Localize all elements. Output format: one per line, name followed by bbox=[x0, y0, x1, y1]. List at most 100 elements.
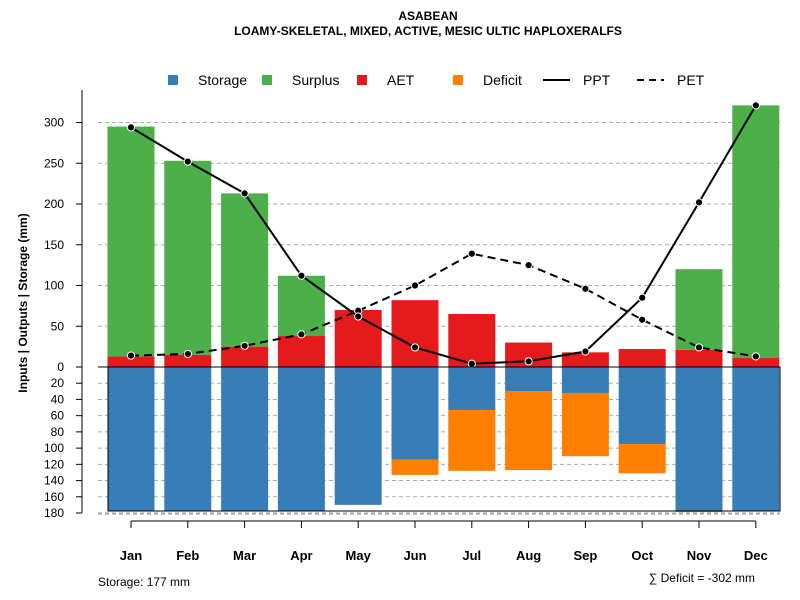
surplus-bar bbox=[164, 160, 212, 355]
x-tick-label: Feb bbox=[176, 548, 199, 563]
bars bbox=[107, 105, 780, 513]
ppt-point bbox=[410, 343, 420, 352]
surplus-bar bbox=[221, 193, 269, 347]
axes: 0 50 100 150 200 250 300 20 40 60 80 100 120 140 160 18… bbox=[44, 90, 781, 563]
y-tick-label: 150 bbox=[44, 238, 64, 252]
y-tick-label: 160 bbox=[44, 490, 64, 504]
legend-label: Storage bbox=[198, 72, 247, 88]
aet-bar bbox=[618, 349, 666, 367]
pet-point bbox=[467, 249, 476, 258]
x-tick-label: Jan bbox=[120, 548, 142, 563]
aet-bar bbox=[561, 352, 609, 367]
aet-bar bbox=[107, 356, 155, 367]
x-tick-label: Jul bbox=[462, 548, 481, 563]
storage-bar bbox=[277, 367, 325, 511]
legend-label: AET bbox=[387, 72, 415, 88]
gridlines bbox=[98, 122, 780, 514]
x-tick-label: May bbox=[346, 548, 372, 563]
legend-swatch bbox=[453, 75, 463, 85]
chart-subtitle: LOAMY-SKELETAL, MIXED, ACTIVE, MESIC ULT… bbox=[234, 24, 622, 38]
aet-bar bbox=[277, 336, 325, 367]
y-axis-label: Inputs | Outputs | Storage (mm) bbox=[16, 213, 30, 392]
surplus-bar bbox=[107, 126, 155, 357]
aet-bar bbox=[448, 314, 496, 367]
pet-point bbox=[183, 349, 192, 359]
ppt-line bbox=[130, 104, 757, 365]
pet-point bbox=[524, 261, 533, 270]
ppt-point bbox=[524, 357, 533, 366]
deficit-bar bbox=[618, 444, 666, 474]
x-tick-label: Oct bbox=[631, 548, 653, 563]
ppt-point bbox=[297, 271, 306, 280]
legend-swatch bbox=[262, 75, 272, 85]
y-tick-label: 140 bbox=[44, 474, 64, 488]
y-tick-label: 180 bbox=[44, 506, 64, 520]
ppt-point bbox=[581, 347, 590, 356]
pet-point bbox=[581, 284, 590, 293]
x-tick-label: Mar bbox=[233, 548, 256, 563]
storage-note: Storage: 177 mm bbox=[98, 575, 190, 589]
y-tick-label: 60 bbox=[51, 409, 65, 423]
x-tick-label: Dec bbox=[744, 548, 768, 563]
ppt-point bbox=[126, 123, 136, 132]
aet-bar bbox=[164, 354, 212, 367]
storage-bar bbox=[618, 367, 666, 445]
y-tick-label: 0 bbox=[57, 360, 64, 374]
x-tick-label: Aug bbox=[516, 548, 541, 563]
x-tick-label: Nov bbox=[687, 548, 712, 563]
y-tick-label: 40 bbox=[51, 392, 65, 406]
y-tick-label: 200 bbox=[44, 197, 64, 211]
surplus-bar bbox=[675, 269, 723, 350]
ppt-point bbox=[751, 101, 760, 110]
surplus-bar bbox=[732, 105, 780, 359]
y-tick-label: 100 bbox=[44, 279, 64, 293]
ppt-point bbox=[354, 312, 363, 321]
y-tick-label: 300 bbox=[44, 116, 64, 130]
pet-line bbox=[130, 252, 756, 358]
storage-bar bbox=[675, 367, 723, 511]
x-tick-label: Apr bbox=[290, 548, 312, 563]
x-tick-label: Sep bbox=[573, 548, 597, 563]
surplus-bar bbox=[277, 275, 325, 337]
y-tick-label: 100 bbox=[44, 441, 64, 455]
aet-bar bbox=[221, 346, 269, 367]
legend-label: PET bbox=[677, 72, 705, 88]
x-tick-label: Jun bbox=[403, 548, 426, 563]
ppt-point bbox=[183, 157, 192, 166]
storage-bar bbox=[391, 367, 439, 460]
pet-point bbox=[410, 281, 420, 290]
deficit-bar bbox=[505, 391, 553, 471]
legend-label: PPT bbox=[583, 72, 611, 88]
deficit-bar bbox=[391, 459, 439, 475]
legend-swatch bbox=[168, 75, 178, 85]
ppt-point bbox=[467, 359, 476, 368]
lines bbox=[126, 101, 760, 368]
storage-bar bbox=[505, 367, 553, 392]
pet-point bbox=[240, 341, 249, 350]
storage-bar bbox=[164, 367, 212, 511]
y-tick-label: 20 bbox=[51, 376, 65, 390]
pet-point bbox=[694, 343, 704, 352]
storage-bar bbox=[334, 367, 382, 505]
legend: Storage Surplus AET Deficit PPT PET bbox=[168, 72, 705, 88]
aet-bar bbox=[732, 358, 780, 367]
storage-bar bbox=[732, 367, 780, 511]
pet-point bbox=[751, 352, 760, 361]
pet-point bbox=[297, 330, 306, 339]
storage-bar bbox=[107, 367, 155, 511]
deficit-bar bbox=[448, 409, 496, 471]
chart-title: ASABEAN bbox=[398, 9, 457, 23]
legend-swatch bbox=[357, 75, 367, 85]
y-tick-label: 250 bbox=[44, 156, 64, 170]
pet-point bbox=[638, 315, 647, 324]
deficit-bar bbox=[561, 392, 609, 457]
storage-bar bbox=[448, 367, 496, 410]
ppt-point bbox=[240, 189, 249, 198]
y-tick-label: 120 bbox=[44, 457, 64, 471]
storage-panel-frame bbox=[107, 366, 781, 512]
storage-bar bbox=[221, 367, 269, 511]
legend-label: Surplus bbox=[292, 72, 339, 88]
deficit-note: ∑ Deficit = -302 mm bbox=[649, 571, 755, 585]
aet-bar bbox=[391, 300, 439, 367]
